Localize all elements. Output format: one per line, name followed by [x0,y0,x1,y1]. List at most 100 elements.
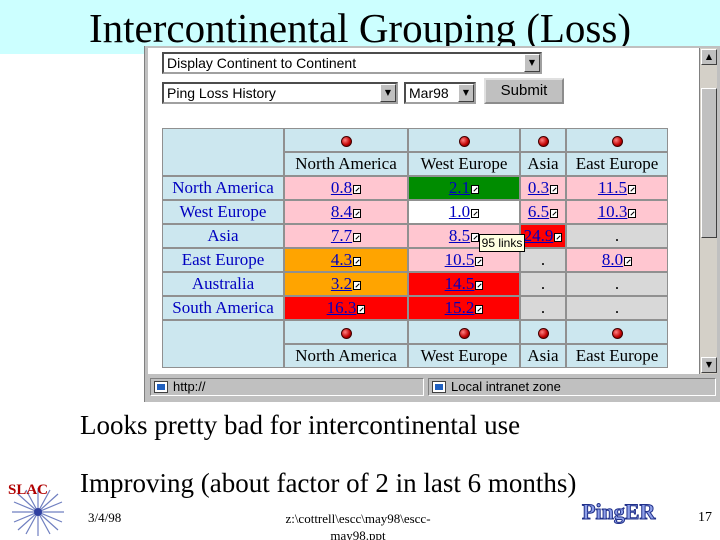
cell-value[interactable]: 11.5 [597,178,628,197]
cell-value[interactable]: 1.0 [448,202,471,221]
table-cell: 10.5 [408,248,520,272]
page-icon [154,381,168,393]
table-cell: . [566,224,668,248]
cell-value[interactable]: 2.1 [448,178,471,197]
external-link-icon[interactable] [353,257,362,266]
red-dot-icon[interactable] [537,135,549,147]
display-select[interactable]: Display Continent to Continent ▼ [162,52,542,74]
submit-button[interactable]: Submit [484,78,564,104]
external-link-icon[interactable] [550,185,559,194]
dropdown-arrow-icon[interactable]: ▼ [380,84,396,102]
red-dot-icon[interactable] [458,327,470,339]
table-corner [162,320,284,368]
cell-value[interactable]: 8.0 [601,250,624,269]
external-link-icon[interactable] [471,209,480,218]
footer-file: z:\cottrell\escc\may98\escc-may98.ppt [285,511,431,540]
cell-value[interactable]: 0.3 [527,178,550,197]
external-link-icon[interactable] [353,185,362,194]
header-cell [284,128,408,152]
table-cell: 15.2 [408,296,520,320]
cell-value[interactable]: 8.5 [448,226,471,245]
month-select[interactable]: Mar98 ▼ [404,82,476,104]
row-label[interactable]: West Europe [162,200,284,224]
red-dot-icon[interactable] [611,135,623,147]
external-link-icon[interactable] [471,185,480,194]
scroll-down-icon[interactable]: ▼ [701,357,717,373]
cell-value[interactable]: 16.3 [326,298,357,317]
row-label[interactable]: Asia [162,224,284,248]
cell-value[interactable]: 7.7 [330,226,353,245]
table-row: West Europe 8.4 1.0 6.5 10.3 [162,200,668,224]
column-footer: East Europe [566,344,668,368]
metric-select-value: Ping Loss History [167,85,276,101]
status-zone: Local intranet zone [451,379,561,394]
row-label[interactable]: East Europe [162,248,284,272]
external-link-icon[interactable] [475,305,484,314]
cell-value[interactable]: 15.2 [444,298,475,317]
external-link-icon[interactable] [353,281,362,290]
external-link-icon[interactable] [353,209,362,218]
slide-title: Intercontinental Grouping (Loss) [89,5,631,51]
cell-value[interactable]: 0.8 [330,178,353,197]
external-link-icon[interactable] [475,257,484,266]
external-link-icon[interactable] [357,305,366,314]
metric-select[interactable]: Ping Loss History ▼ [162,82,398,104]
row-label[interactable]: South America [162,296,284,320]
table-cell: 3.2 [284,272,408,296]
table-cell: 4.3 [284,248,408,272]
table-cell: 0.3 [520,176,566,200]
loss-table: North America West Europe Asia East Euro… [162,128,668,368]
table-cell: 1.0 [408,200,520,224]
status-url-panel: http:// [150,378,424,396]
external-link-icon[interactable] [550,209,559,218]
scroll-up-icon[interactable]: ▲ [701,49,717,65]
table-row: North America 0.8 2.1 0.3 11.5 [162,176,668,200]
red-dot-icon[interactable] [611,327,623,339]
footer-date: 3/4/98 [88,510,122,525]
table-cell: 2.1 [408,176,520,200]
external-link-icon[interactable] [624,257,633,266]
red-dot-icon[interactable] [458,135,470,147]
external-link-icon[interactable] [475,281,484,290]
footer-cell [520,320,566,344]
table-cell: . [520,296,566,320]
scroll-thumb[interactable] [701,88,717,238]
cell-value[interactable]: 14.5 [444,274,475,293]
column-footer: North America [284,344,408,368]
column-footer: Asia [520,344,566,368]
pinger-logo-text: PingER [582,499,656,524]
cell-value[interactable]: 6.5 [527,202,550,221]
dropdown-arrow-icon[interactable]: ▼ [458,84,474,102]
table-cell: . [520,248,566,272]
external-link-icon[interactable] [471,233,480,242]
vertical-scrollbar[interactable]: ▲ ▼ [699,48,717,374]
red-dot-icon[interactable] [340,135,352,147]
cell-value[interactable]: 8.4 [330,202,353,221]
header-cell [566,128,668,152]
column-header: East Europe [566,152,668,176]
external-link-icon[interactable] [353,233,362,242]
column-header: North America [284,152,408,176]
bullet-2: Improving (about factor of 2 in last 6 m… [80,468,577,498]
red-dot-icon[interactable] [537,327,549,339]
footer-cell [284,320,408,344]
table-corner [162,128,284,176]
external-link-icon[interactable] [628,209,637,218]
row-label[interactable]: Australia [162,272,284,296]
row-label[interactable]: North America [162,176,284,200]
table-cell: 16.3 [284,296,408,320]
red-dot-icon[interactable] [340,327,352,339]
cell-value[interactable]: 4.3 [330,250,353,269]
cell-value[interactable]: 3.2 [330,274,353,293]
header-cell [520,128,566,152]
cell-value[interactable]: 10.5 [444,250,475,269]
cell-value[interactable]: 24.9 [523,226,554,245]
status-url: http:// [173,379,206,394]
table-cell: 8.4 [284,200,408,224]
external-link-icon[interactable] [628,185,637,194]
external-link-icon[interactable] [554,233,563,242]
dropdown-arrow-icon[interactable]: ▼ [524,54,540,72]
intranet-zone-icon [432,381,446,393]
table-cell: . [566,296,668,320]
cell-value[interactable]: 10.3 [597,202,628,221]
